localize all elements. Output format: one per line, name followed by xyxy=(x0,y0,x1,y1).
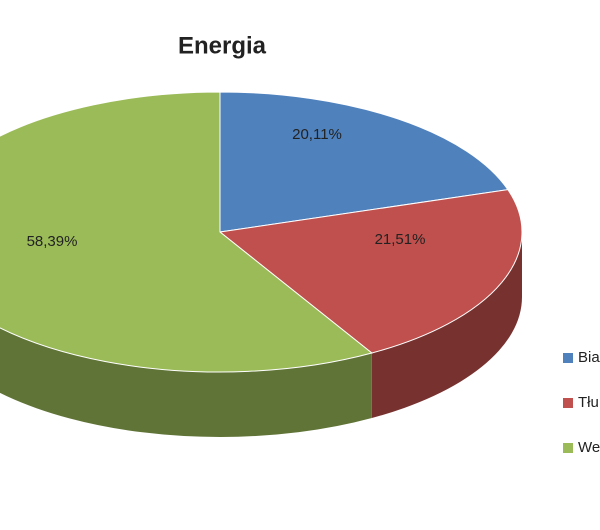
data-label: 20,11% xyxy=(292,126,342,143)
legend-label: Tłu xyxy=(578,394,599,411)
chart-title: Energia xyxy=(178,32,267,59)
data-label: 58,39% xyxy=(27,233,78,250)
legend-swatch xyxy=(563,398,573,408)
slice-side xyxy=(371,232,522,419)
legend-swatch xyxy=(563,353,573,363)
data-label: 21,51% xyxy=(375,231,426,248)
legend-label: We xyxy=(578,439,600,456)
slice xyxy=(0,91,373,373)
slice xyxy=(219,91,509,233)
legend-swatch xyxy=(563,443,573,453)
slice-side xyxy=(0,327,372,437)
slice xyxy=(218,189,523,354)
legend-label: Bia xyxy=(578,349,600,366)
